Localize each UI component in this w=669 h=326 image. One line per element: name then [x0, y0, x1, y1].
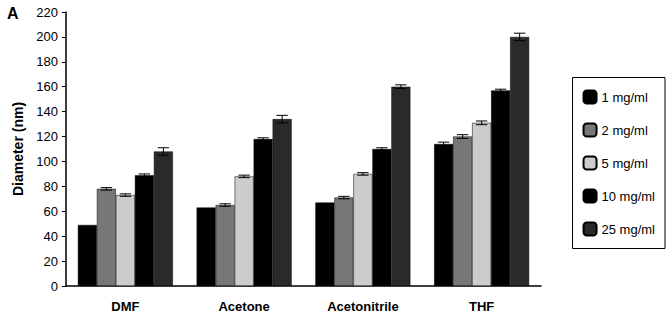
svg-text:120: 120 [36, 129, 58, 144]
svg-text:DMF: DMF [111, 299, 139, 314]
svg-text:60: 60 [44, 204, 58, 219]
svg-text:0: 0 [51, 279, 58, 294]
svg-text:100: 100 [36, 154, 58, 169]
svg-text:Diameter (nm): Diameter (nm) [10, 102, 26, 196]
svg-text:5 mg/ml: 5 mg/ml [602, 156, 648, 171]
svg-text:A: A [7, 5, 19, 22]
svg-text:1 mg/ml: 1 mg/ml [602, 90, 648, 105]
svg-text:20: 20 [44, 254, 58, 269]
svg-text:220: 220 [36, 5, 58, 20]
svg-text:80: 80 [44, 179, 58, 194]
svg-text:2 mg/ml: 2 mg/ml [602, 123, 648, 138]
svg-text:200: 200 [36, 29, 58, 44]
svg-text:180: 180 [36, 54, 58, 69]
svg-text:160: 160 [36, 79, 58, 94]
svg-text:140: 140 [36, 104, 58, 119]
svg-text:Acetonitrile: Acetonitrile [327, 299, 399, 314]
svg-text:Acetone: Acetone [218, 299, 269, 314]
svg-text:25 mg/ml: 25 mg/ml [602, 222, 656, 237]
svg-text:10 mg/ml: 10 mg/ml [602, 189, 656, 204]
svg-text:40: 40 [44, 229, 58, 244]
svg-text:THF: THF [469, 299, 494, 314]
